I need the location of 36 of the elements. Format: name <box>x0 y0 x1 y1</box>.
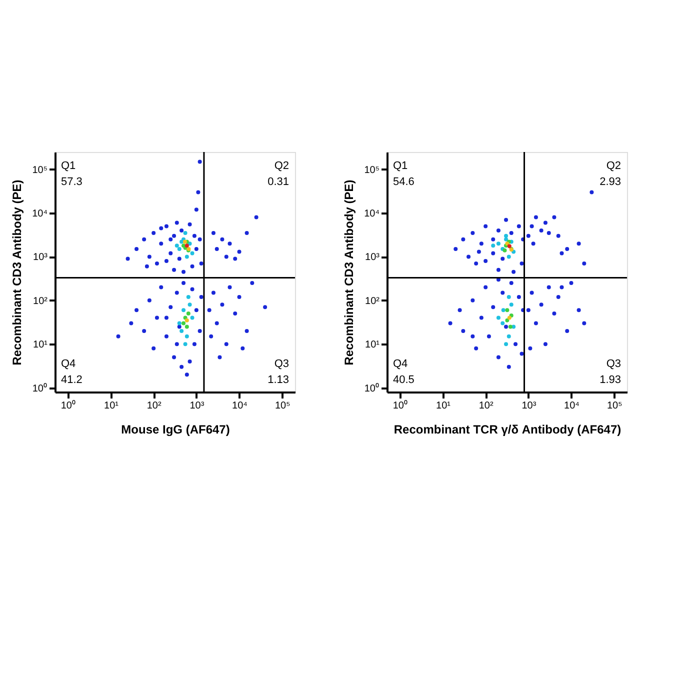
x-tick-label: 10¹ <box>104 400 120 412</box>
annotation: Q3 1.13 <box>268 358 289 386</box>
x-tick-label: 10⁵ <box>274 400 290 412</box>
x-tick-label: 10⁴ <box>564 400 580 412</box>
x-tick-label: 10⁴ <box>232 400 248 412</box>
x-tick-label: 10⁵ <box>606 400 622 412</box>
y-tick-label: 10¹ <box>365 340 380 351</box>
y-tick-label: 10¹ <box>33 340 48 351</box>
y-tick-label: 10⁴ <box>32 208 48 220</box>
annotation: Q2 0.31 <box>268 160 289 188</box>
annotation: Q1 54.6 <box>393 160 414 188</box>
y-axis-title: Recombinant CD3 Antibody (PE) <box>10 180 24 366</box>
y-tick-label: 10⁰ <box>364 382 380 394</box>
annotation: Q4 41.2 <box>61 358 82 386</box>
x-tick-label: 10³ <box>522 400 537 412</box>
y-tick-label: 10⁰ <box>32 382 48 394</box>
y-tick-label: 10⁴ <box>364 208 380 220</box>
x-tick-label: 10⁰ <box>60 400 76 412</box>
x-tick-label: 10³ <box>190 400 205 412</box>
annotation: Q3 1.93 <box>600 358 621 386</box>
x-axis-title: Mouse IgG (AF647) <box>121 422 230 436</box>
x-axis-title: Recombinant TCR γ/δ Antibody (AF647) <box>394 422 622 436</box>
annotation: Q4 40.5 <box>393 358 414 386</box>
y-tick-label: 10³ <box>365 252 380 264</box>
annotation: Q1 57.3 <box>61 160 82 188</box>
y-tick-label: 10⁵ <box>32 164 48 176</box>
x-tick-label: 10⁰ <box>392 400 408 412</box>
y-tick-label: 10² <box>365 296 380 307</box>
y-tick-label: 10² <box>33 296 48 307</box>
y-tick-label: 10³ <box>33 252 48 264</box>
x-tick-label: 10² <box>478 400 494 412</box>
annotation: Q2 2.93 <box>600 160 621 188</box>
x-tick-label: 10² <box>146 400 162 412</box>
y-axis-title: Recombinant CD3 Antibody (PE) <box>342 180 356 366</box>
x-tick-label: 10¹ <box>436 400 452 412</box>
y-tick-label: 10⁵ <box>364 164 380 176</box>
